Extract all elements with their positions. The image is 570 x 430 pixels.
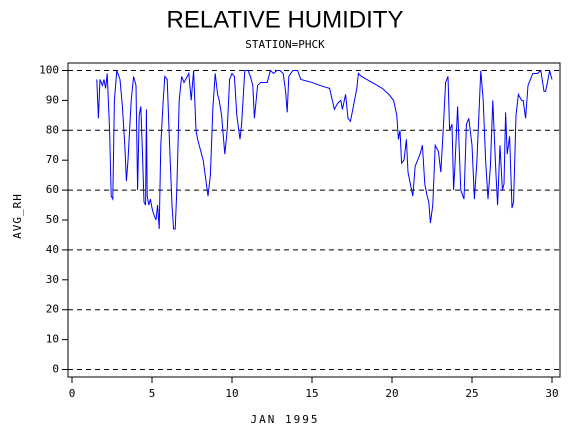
x-tick-label: 15 [305,387,318,400]
x-axis-label: JAN 1995 [251,413,320,426]
y-tick-label: 60 [46,183,59,196]
y-tick-label: 90 [46,93,59,106]
y-tick-label: 80 [46,123,59,136]
y-tick-label: 20 [46,303,59,316]
y-tick-label: 70 [46,153,59,166]
plot-frame [67,62,561,378]
chart-subtitle: STATION=PHCK [245,38,325,51]
y-tick-label: 30 [46,273,59,286]
x-tick-label: 30 [545,387,558,400]
y-tick-label: 10 [46,333,59,346]
x-tick-label: 25 [465,387,478,400]
y-tick-label: 0 [52,363,59,376]
x-tick-label: 0 [69,387,76,400]
x-tick-label: 20 [385,387,398,400]
x-tick-label: 10 [225,387,238,400]
x-tick-label: 5 [149,387,156,400]
y-tick-label: 40 [46,243,59,256]
y-tick-label: 50 [46,213,59,226]
chart-title: RELATIVE HUMIDITY [167,6,404,33]
data-line [96,69,553,230]
y-tick-label: 100 [39,63,59,76]
y-axis-label: AVG_RH [11,193,24,239]
